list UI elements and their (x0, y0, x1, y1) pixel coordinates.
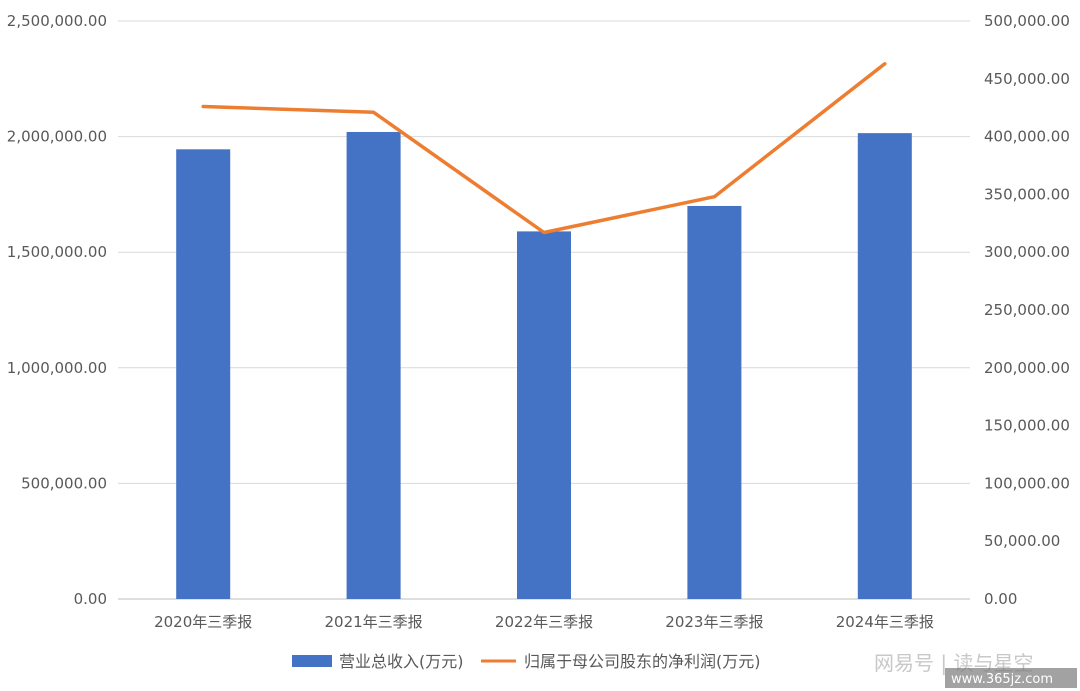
bar (857, 133, 912, 599)
right-axis-tick-label: 450,000.00 (984, 70, 1070, 88)
left-axis-tick-label: 1,500,000.00 (7, 243, 107, 261)
x-axis: 2020年三季报 2021年三季报 2022年三季报 2023年三季报 2024年三季报 (154, 613, 934, 631)
right-axis-tick-label: 250,000.00 (984, 301, 1070, 319)
x-axis-tick-label: 2021年三季报 (325, 613, 423, 631)
legend-line-label: 归属于母公司股东的净利润(万元) (524, 652, 761, 671)
bar (346, 131, 401, 599)
bar (687, 205, 742, 599)
x-axis-tick-label: 2022年三季报 (495, 613, 593, 631)
legend-bar-label: 营业总收入(万元) (339, 652, 464, 671)
right-axis-tick-label: 100,000.00 (984, 474, 1070, 492)
left-axis-tick-label: 1,000,000.00 (7, 359, 107, 377)
legend-bar-swatch (292, 655, 332, 667)
x-axis-tick-label: 2020年三季报 (154, 613, 252, 631)
x-axis-tick-label: 2023年三季报 (665, 613, 763, 631)
right-axis-tick-label: 200,000.00 (984, 359, 1070, 377)
x-axis-tick-label: 2024年三季报 (836, 613, 934, 631)
left-axis-tick-label: 500,000.00 (21, 474, 107, 492)
right-axis: 0.00 50,000.00 100,000.00 150,000.00 200,000… (984, 12, 1070, 608)
left-axis-tick-label: 2,500,000.00 (7, 12, 107, 30)
bar-series (176, 131, 912, 600)
left-axis-tick-label: 0.00 (74, 590, 107, 608)
watermark: 网易号 | 读与星空 www.365jz.com (874, 651, 1077, 688)
right-axis-tick-label: 400,000.00 (984, 128, 1070, 146)
left-axis-tick-label: 2,000,000.00 (7, 128, 107, 146)
line-series (201, 62, 887, 235)
legend: 营业总收入(万元) 归属于母公司股东的净利润(万元) (292, 652, 761, 671)
series-line (201, 62, 887, 235)
watermark-url-badge (945, 668, 1077, 688)
right-axis-tick-label: 300,000.00 (984, 243, 1070, 261)
bar (176, 149, 231, 600)
right-axis-tick-label: 500,000.00 (984, 12, 1070, 30)
left-axis: 0.00 500,000.00 1,000,000.00 1,500,000.00 2,… (7, 12, 107, 608)
right-axis-tick-label: 350,000.00 (984, 185, 1070, 203)
right-axis-tick-label: 0.00 (984, 590, 1017, 608)
right-axis-tick-label: 150,000.00 (984, 417, 1070, 435)
bar (517, 231, 571, 599)
right-axis-tick-label: 50,000.00 (984, 532, 1060, 550)
watermark-url: www.365jz.com (951, 672, 1053, 687)
